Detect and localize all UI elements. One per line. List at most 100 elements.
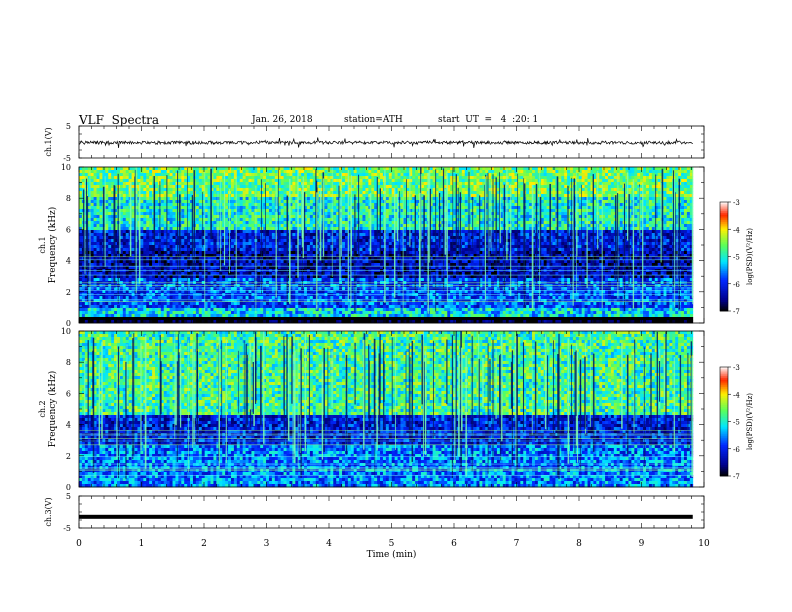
spectrogram-cell (403, 179, 407, 183)
spectrogram-cell (271, 209, 276, 213)
spectrogram-cell (394, 233, 398, 237)
spectrogram-cell (473, 200, 477, 204)
spectrogram-cell (686, 173, 691, 177)
spectrogram-cell (198, 191, 203, 195)
spectrogram-cell (93, 173, 97, 177)
spectrogram-cell (166, 185, 170, 189)
spectrogram-cell (157, 176, 162, 180)
spectrogram-cell (277, 185, 282, 189)
spectrogram-cell (280, 215, 284, 219)
spectrogram-cell (251, 188, 255, 192)
spectrogram-cell (532, 227, 536, 231)
spectrogram-cell (640, 203, 644, 207)
spectrogram-cell (429, 170, 434, 174)
spectrogram-cell (350, 215, 355, 219)
spectrogram-cell (371, 176, 375, 180)
spectrogram-cell (470, 215, 474, 219)
spectrogram-cell (79, 179, 83, 183)
spectrogram-cell (666, 179, 670, 183)
spectrogram-cell (558, 224, 562, 228)
spectrogram-cell (292, 209, 296, 213)
spectrogram-cell (549, 200, 553, 204)
spectrogram-cell (119, 227, 124, 231)
spectrogram-cell (333, 227, 337, 231)
spectrogram-cell (429, 185, 434, 189)
spectrogram-cell (581, 206, 586, 210)
spectrogram-cell (339, 233, 343, 237)
spectrogram-cell (499, 167, 504, 171)
spectrogram-cell (584, 233, 588, 237)
spectrogram-cell (365, 170, 369, 174)
spectrogram-cell (283, 188, 287, 192)
spectrogram-cell (90, 227, 95, 231)
spectrogram-cell (324, 188, 328, 192)
spectrogram-cell (304, 176, 308, 180)
spectrogram-cell (111, 221, 115, 225)
spectrogram-cell (607, 209, 612, 213)
spectrogram-cell (561, 224, 565, 228)
spectrogram-cell (309, 221, 314, 225)
spectrogram-cell (511, 188, 515, 192)
spectrogram-cell (485, 182, 489, 186)
spectrogram-cell (438, 179, 442, 183)
spectrogram-cell (543, 191, 548, 195)
spectrogram-cell (523, 179, 527, 183)
spectrogram-cell (122, 221, 127, 225)
spectrogram-cell (301, 167, 305, 171)
spectrogram-cell (263, 221, 267, 225)
spectrogram-cell (283, 173, 287, 177)
spectrogram-cell (239, 227, 244, 231)
spectrogram-cell (146, 203, 150, 207)
spectrogram-cell (529, 197, 533, 201)
spectrogram-cell (602, 209, 606, 213)
spectrogram-cell (648, 188, 653, 192)
spectrogram-cell (681, 209, 685, 213)
spectrogram-cell (327, 221, 331, 225)
spectrogram-cell (125, 227, 130, 231)
spectrogram-cell (494, 167, 498, 171)
spectrogram-cell (336, 167, 340, 171)
spectrogram-cell (651, 233, 656, 237)
spectrogram-cell (628, 215, 632, 219)
spectrogram-cell (350, 191, 355, 195)
spectrogram-cell (432, 170, 436, 174)
spectrogram-cell (149, 203, 153, 207)
spectrogram-cell (233, 206, 238, 210)
spectrogram-cell (362, 188, 366, 192)
spectrogram-cell (105, 191, 109, 195)
spectrogram-cell (473, 212, 477, 216)
spectrogram-cell (236, 233, 241, 237)
spectrogram-cell (207, 221, 211, 225)
spectrogram-cell (657, 212, 661, 216)
spectrogram-cell (283, 185, 287, 189)
spectrogram-cell (342, 185, 346, 189)
spectrogram-cell (263, 182, 267, 186)
spectrogram-cell (514, 167, 518, 171)
spectrogram-cell (607, 218, 612, 222)
spectrogram-cell (683, 224, 688, 228)
spectrogram-cell (90, 206, 95, 210)
spectrogram-cell (651, 221, 656, 225)
spectrogram-cell (546, 188, 550, 192)
spectrogram-cell (207, 194, 211, 198)
spectrogram-cell (394, 197, 398, 201)
spectrogram-cell (347, 224, 352, 228)
spectrogram-cell (420, 194, 425, 198)
spectrogram-cell (99, 215, 103, 219)
spectrogram-cell (444, 227, 448, 231)
spectrogram-cell (149, 179, 153, 183)
spectrogram-cell (79, 203, 83, 207)
spectrogram-cell (681, 188, 685, 192)
spectrogram-cell (458, 176, 463, 180)
spectrogram-cell (222, 224, 226, 228)
spectrogram-cell (602, 212, 606, 216)
spectrogram-cell (365, 224, 369, 228)
spectrogram-cell (105, 194, 109, 198)
spectrogram-cell (607, 173, 612, 177)
spectrogram-cell (643, 200, 647, 204)
spectrogram-cell (266, 230, 270, 234)
spectrogram-cell (593, 206, 597, 210)
spectrogram-cell (526, 182, 530, 186)
spectrogram-cell (558, 215, 562, 219)
spectrogram-cell (102, 179, 106, 183)
